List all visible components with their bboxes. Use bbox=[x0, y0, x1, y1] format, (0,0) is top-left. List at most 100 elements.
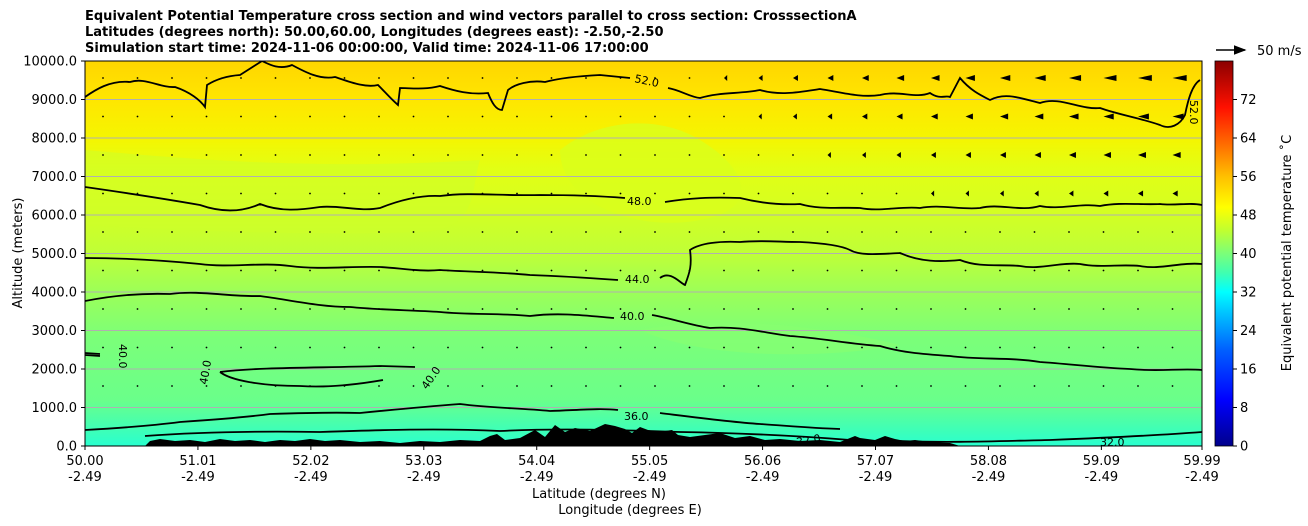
wind-vector bbox=[965, 75, 975, 81]
contour-label-52-top: 52.0 bbox=[633, 72, 660, 90]
contour-40b bbox=[85, 352, 416, 388]
wind-vector bbox=[1138, 75, 1152, 81]
wind-vector bbox=[792, 308, 794, 310]
wind-vector bbox=[447, 308, 449, 310]
colorbar-tick-label: 64 bbox=[1240, 132, 1257, 147]
wind-vector bbox=[688, 77, 691, 79]
wind-vector bbox=[309, 154, 311, 156]
wind-vector bbox=[240, 154, 242, 156]
wind-vector bbox=[654, 346, 656, 349]
wind-vector bbox=[1103, 190, 1109, 197]
wind-vector bbox=[757, 385, 760, 387]
wind-vector bbox=[102, 115, 104, 118]
wind-vector bbox=[343, 115, 346, 118]
wind-vector bbox=[1172, 113, 1184, 120]
wind-vector bbox=[654, 154, 656, 156]
wind-vector bbox=[240, 385, 242, 387]
wind-vector bbox=[792, 269, 794, 272]
wind-vector bbox=[792, 346, 794, 349]
wind-vector bbox=[619, 346, 622, 349]
wind-vector bbox=[1034, 75, 1046, 81]
wind-vector bbox=[585, 308, 587, 310]
wind-vector bbox=[1171, 385, 1174, 387]
colorbar-tick-label: 0 bbox=[1240, 440, 1248, 455]
wind-vector bbox=[1206, 270, 1208, 272]
wind-vector bbox=[171, 385, 173, 387]
wind-vector bbox=[412, 346, 415, 349]
wind-vector bbox=[274, 192, 277, 195]
wind-vector bbox=[826, 385, 829, 387]
wind-vector bbox=[793, 113, 797, 120]
wind-vector bbox=[240, 77, 242, 79]
wind-vector bbox=[688, 308, 691, 310]
wind-vector bbox=[619, 308, 622, 310]
wind-vector bbox=[447, 346, 449, 349]
contour-40 bbox=[85, 291, 1202, 372]
wind-vector bbox=[378, 77, 380, 79]
y-tick-label: 4000.0 bbox=[32, 286, 78, 301]
wind-vector bbox=[1172, 75, 1187, 81]
wind-vector bbox=[205, 269, 208, 272]
wind-vector bbox=[343, 77, 346, 79]
wind-vector bbox=[343, 231, 346, 233]
colorbar-tick-label: 56 bbox=[1240, 170, 1257, 185]
wind-vector bbox=[309, 192, 311, 195]
wind-vector bbox=[240, 269, 242, 272]
wind-vector bbox=[516, 269, 518, 272]
y-axis-label: Altitude (meters) bbox=[11, 198, 26, 309]
wind-vector bbox=[309, 308, 311, 310]
contour-32 bbox=[144, 428, 1202, 443]
y-tick-label: 9000.0 bbox=[32, 93, 78, 108]
wind-vector bbox=[724, 75, 728, 81]
wind-vector bbox=[930, 346, 932, 349]
wind-vector bbox=[171, 231, 173, 233]
wind-vector bbox=[516, 346, 518, 349]
wind-vector bbox=[619, 154, 622, 156]
wind-vector bbox=[826, 231, 829, 233]
wind-vector bbox=[757, 269, 760, 272]
wind-vector bbox=[895, 308, 898, 310]
wind-vector bbox=[964, 231, 967, 233]
colorbar-label: Equivalent potential temperature ˚C bbox=[1279, 135, 1295, 371]
wind-vector bbox=[896, 152, 901, 158]
wind-vector bbox=[240, 231, 242, 233]
wind-vector bbox=[171, 115, 173, 118]
wind-vector bbox=[171, 269, 173, 272]
wind-vector bbox=[931, 190, 935, 197]
y-tick-label: 3000.0 bbox=[32, 324, 78, 339]
wind-vector bbox=[1034, 152, 1041, 158]
wind-vector bbox=[378, 115, 380, 118]
field-patches bbox=[85, 123, 900, 355]
wind-vector bbox=[654, 308, 656, 310]
y-tick-label: 1000.0 bbox=[32, 401, 78, 416]
contours bbox=[85, 61, 1202, 443]
wind-vector bbox=[654, 77, 656, 79]
wind-vector bbox=[931, 75, 940, 81]
wind-vector bbox=[964, 346, 967, 349]
wind-vector bbox=[1138, 190, 1144, 197]
wind-vector bbox=[1033, 385, 1036, 387]
y-axis: 0.0 1000.0 2000.0 3000.0 4000.0 5000.0 6000.0 7… bbox=[23, 55, 85, 455]
wind-vector bbox=[999, 308, 1001, 310]
wind-vector bbox=[861, 269, 863, 272]
wind-vector bbox=[895, 231, 898, 233]
wind-vector bbox=[896, 75, 905, 81]
y-tick-label: 2000.0 bbox=[32, 363, 78, 378]
x-tick-label-lat: 55.05 bbox=[631, 454, 668, 469]
wind-vector bbox=[1207, 152, 1215, 158]
wind-vector bbox=[965, 113, 973, 120]
x-tick-label-lat: 54.04 bbox=[518, 454, 555, 469]
wind-vector bbox=[550, 231, 553, 233]
wind-vector bbox=[102, 385, 104, 387]
wind-vector bbox=[516, 192, 518, 195]
title-line-2: Latitudes (degrees north): 50.00,60.00, … bbox=[85, 25, 664, 40]
wind-vector bbox=[723, 308, 725, 310]
x-axis: 50.00-2.4951.01-2.4952.02-2.4953.03-2.49… bbox=[66, 446, 1221, 485]
wind-vectors bbox=[102, 75, 1215, 387]
wind-vector bbox=[102, 154, 104, 156]
wind-vector bbox=[688, 346, 691, 349]
contour-36 bbox=[85, 403, 841, 431]
wind-vector bbox=[619, 192, 622, 195]
wind-vector bbox=[378, 231, 380, 233]
wind-vector bbox=[1102, 385, 1105, 387]
